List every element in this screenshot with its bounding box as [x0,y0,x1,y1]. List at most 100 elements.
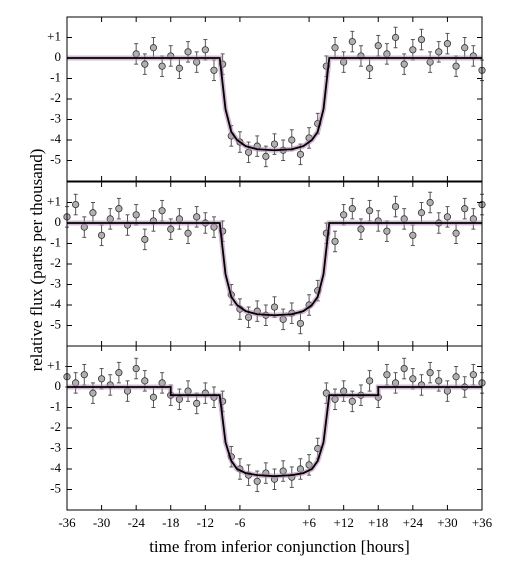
y-tick-label: -5 [50,480,61,495]
x-tick-label: +18 [368,515,388,530]
data-point [400,60,408,68]
data-point [270,140,279,148]
data-point [461,44,469,52]
data-point [97,375,106,383]
y-tick-label: 0 [55,214,62,229]
model-line [67,57,482,152]
data-point [409,375,417,383]
data-point [141,235,149,243]
x-tick-label: +12 [333,515,353,530]
y-tick-label: -3 [50,439,61,454]
data-point [253,477,261,485]
x-tick-label: -6 [234,515,245,530]
data-point [366,207,374,215]
data-point [443,213,452,221]
model-line [67,386,482,478]
data-point [296,150,305,158]
x-tick-label: -24 [127,515,145,530]
data-point [383,371,391,379]
data-point [193,213,201,221]
y-tick-label: -4 [50,296,61,311]
data-point [452,229,460,237]
data-point [89,209,97,217]
data-point [210,66,218,74]
data-point [409,46,417,54]
y-axis-label: relative flux (parts per thousand) [27,149,46,372]
data-point [89,389,97,397]
data-point [149,44,158,52]
x-axis-label: time from inferior conjunction [hours] [149,537,410,556]
y-tick-label: +1 [47,357,61,372]
y-tick-label: -1 [50,234,61,249]
data-point [409,231,417,239]
data-point [452,62,460,70]
data-point [167,225,175,233]
y-tick-label: -5 [50,316,61,331]
y-tick-label: -1 [50,398,61,413]
data-point [288,136,296,144]
y-tick-label: +1 [47,193,61,208]
x-tick-label: +24 [403,515,424,530]
model-line [67,222,482,317]
y-tick-label: -2 [50,419,61,434]
data-point [469,371,477,379]
y-tick-label: -2 [50,90,61,105]
data-point [115,369,123,377]
data-point [132,211,140,219]
data-point [383,227,391,235]
data-point [262,152,270,160]
data-point [426,369,434,377]
data-point [97,231,106,239]
data-point [80,371,88,379]
y-tick-label: -3 [50,110,61,125]
data-point [72,200,80,209]
data-point [193,399,201,407]
data-point [461,205,469,213]
data-point [400,364,408,373]
y-tick-label: +1 [47,28,61,43]
y-tick-label: 0 [55,378,62,393]
x-tick-label: -18 [162,515,179,530]
data-point [348,397,356,405]
data-point [366,377,374,385]
data-point [331,237,339,246]
x-tick-label: +6 [302,515,316,530]
data-point [296,319,305,328]
data-point [270,303,279,311]
data-point [348,205,356,213]
y-tick-label: 0 [55,49,62,64]
data-point [141,60,149,68]
data-point [158,62,166,70]
data-point [340,211,348,219]
y-tick-label: -1 [50,69,61,84]
data-point [331,44,339,52]
data-point [391,33,400,42]
data-point [201,46,209,54]
y-tick-label: -3 [50,275,61,290]
y-tick-label: -4 [50,131,61,146]
data-point [141,377,149,385]
data-point [366,64,374,72]
data-point [426,198,434,207]
y-tick-label: -2 [50,255,61,270]
data-point [158,207,166,215]
panel-frame [66,181,483,347]
x-tick-label: +36 [472,515,493,530]
data-point [184,229,192,237]
data-point [435,48,443,56]
data-point [391,203,400,211]
x-tick-label: -12 [197,515,214,530]
y-tick-label: -4 [50,460,61,475]
data-point [417,209,426,217]
data-point [443,40,452,48]
y-tick-label: -5 [50,151,61,166]
data-point [175,64,183,72]
data-point [374,42,382,50]
x-tick-label: -36 [58,515,76,530]
data-point [115,205,123,213]
x-tick-label: +30 [437,515,457,530]
x-tick-label: -30 [93,515,110,530]
data-point [149,393,158,401]
data-point [184,48,192,56]
